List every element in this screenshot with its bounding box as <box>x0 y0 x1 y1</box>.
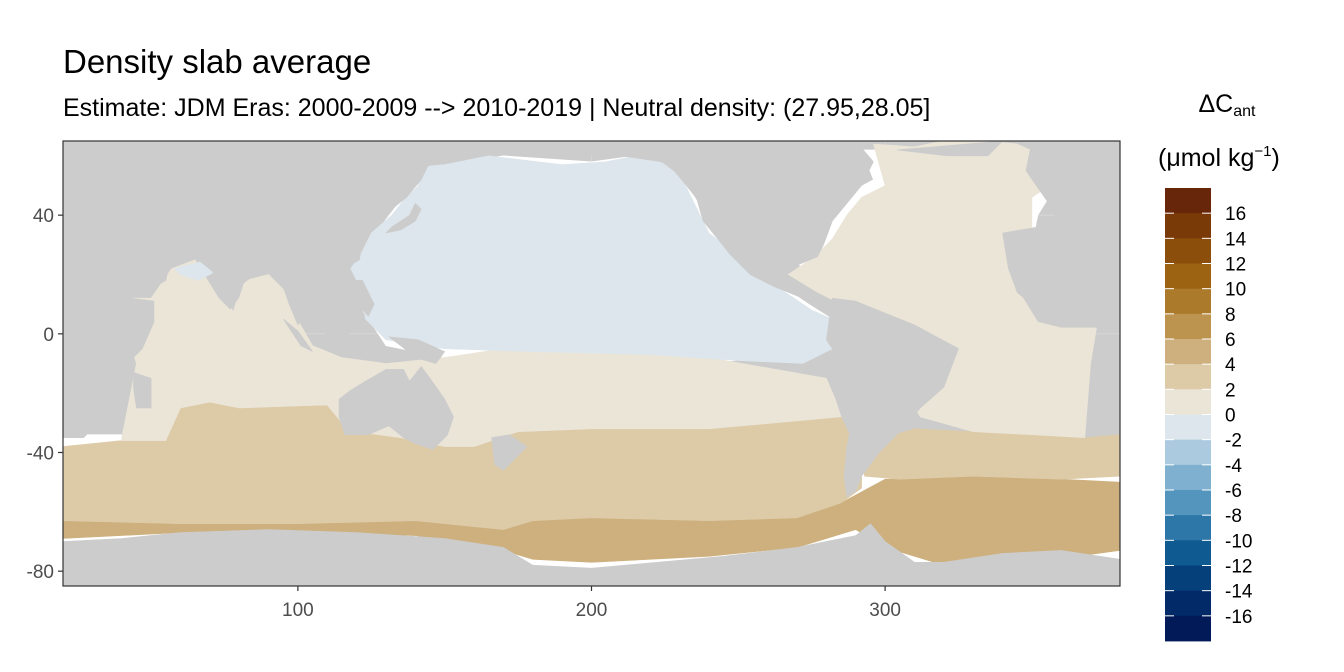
legend-label: -14 <box>1225 582 1253 603</box>
legend-label: -10 <box>1225 531 1252 552</box>
legend-label: 16 <box>1225 204 1246 225</box>
legend-swatch <box>1165 389 1211 415</box>
region-south-atlantic <box>861 428 1120 480</box>
land-greenland-tip <box>896 141 1004 157</box>
legend-label: -6 <box>1225 481 1242 502</box>
legend-swatch <box>1165 414 1211 441</box>
y-tick-label: 40 <box>33 206 54 227</box>
land-australia <box>338 366 454 450</box>
land-antarctica <box>63 523 1120 586</box>
legend-swatch <box>1165 364 1211 390</box>
legend-swatch <box>1165 263 1211 290</box>
legend-swatch <box>1165 540 1211 566</box>
legend-swatch <box>1165 238 1211 264</box>
land-masses <box>63 141 1120 586</box>
y-tick-label: -80 <box>27 562 54 583</box>
legend-label: 8 <box>1225 305 1236 326</box>
legend-title-main: ΔC <box>1198 90 1234 118</box>
legend-label: -12 <box>1225 557 1252 578</box>
legend-unit-sup: −1 <box>1254 143 1272 160</box>
legend-label: 12 <box>1225 255 1246 276</box>
legend-label: -16 <box>1225 607 1252 628</box>
legend-title-sub: ant <box>1233 103 1256 120</box>
land-south-america <box>826 297 959 498</box>
legend-label: -2 <box>1225 431 1242 452</box>
land-new-zealand <box>491 434 528 471</box>
legend-swatch <box>1165 288 1211 315</box>
chart-title: Density slab average <box>63 43 372 80</box>
legend-swatch <box>1165 490 1211 516</box>
legend-swatch <box>1165 615 1211 642</box>
legend-unit-suffix: ) <box>1271 144 1280 172</box>
legend-swatch <box>1165 313 1211 340</box>
land-sumatra <box>282 318 313 352</box>
chart-subtitle: Estimate: JDM Eras: 2000-2009 --> 2010-2… <box>63 94 931 122</box>
legend-label: 0 <box>1225 406 1236 427</box>
legend-label: -8 <box>1225 506 1242 527</box>
x-tick-label: 200 <box>576 600 608 621</box>
land-eurasia <box>63 141 431 326</box>
legend-colorbar: 16 14 12 10 8 6 4 2 0 -2 -4 -6 -8 -10 -12 -14 -16 <box>1165 188 1253 642</box>
legend-swatch <box>1165 565 1211 592</box>
land-philippines <box>356 280 375 317</box>
y-tick-label: -40 <box>27 444 54 465</box>
legend-unit: (μmol kg−1) <box>1158 134 1318 176</box>
legend-label: 14 <box>1225 229 1247 250</box>
land-africa-west <box>1002 223 1120 323</box>
x-tick-label: 300 <box>869 600 901 621</box>
legend-label: -4 <box>1225 456 1242 477</box>
legend-swatch <box>1165 464 1211 491</box>
land-africa-east <box>63 238 155 439</box>
legend-swatch <box>1165 439 1211 466</box>
legend-label: 4 <box>1225 355 1236 376</box>
land-japan <box>385 202 422 234</box>
legend-swatch <box>1165 590 1211 617</box>
land-europe <box>1025 141 1120 228</box>
legend-label: 10 <box>1225 280 1246 301</box>
legend-swatch <box>1165 213 1211 239</box>
land-borneo <box>323 312 352 344</box>
legend-label: 6 <box>1225 330 1236 351</box>
legend-swatch <box>1165 188 1211 214</box>
legend-title: ΔCant <box>1168 88 1286 128</box>
map-panel <box>63 141 1120 586</box>
legend-label: 2 <box>1225 380 1236 401</box>
legend-swatch <box>1165 339 1211 365</box>
x-tick-label: 100 <box>282 600 314 621</box>
land-madagascar <box>133 371 152 409</box>
legend-swatch <box>1165 515 1211 541</box>
land-north-america <box>567 141 874 311</box>
land-new-guinea <box>387 336 446 364</box>
legend-unit-prefix: (μmol kg <box>1158 144 1255 172</box>
y-tick-label: 0 <box>43 325 54 346</box>
